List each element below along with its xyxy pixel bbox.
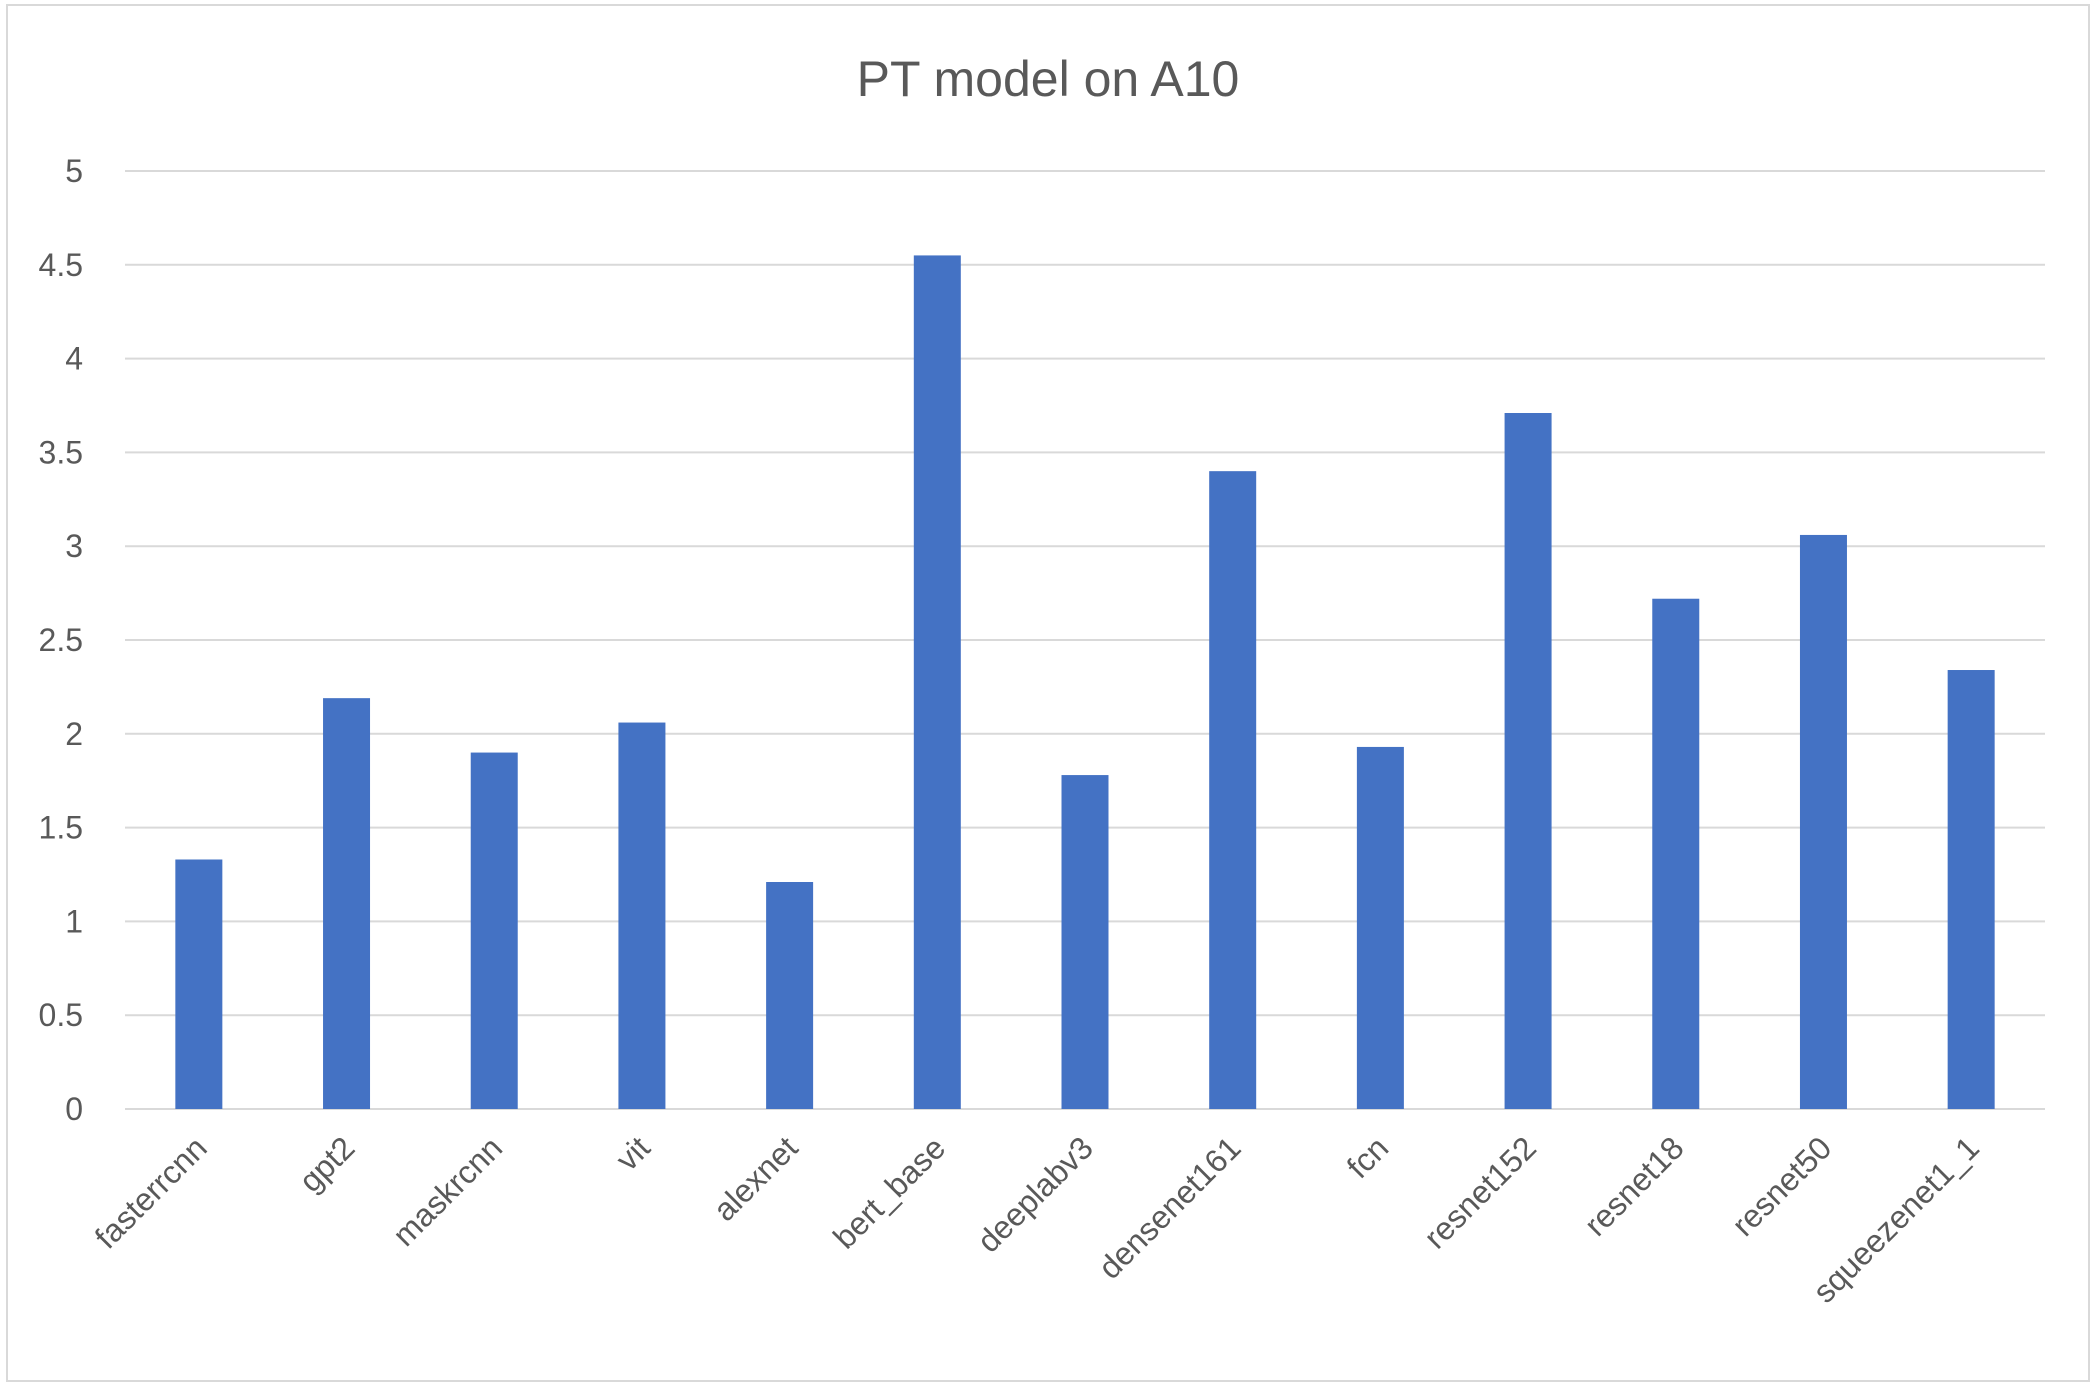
bar-fasterrcnn: [175, 859, 223, 1109]
x-tick-label: maskrcnn: [386, 1129, 510, 1253]
bar-alexnet: [766, 882, 814, 1109]
bars: [175, 255, 1995, 1110]
y-tick-label: 5: [65, 153, 83, 189]
x-tick-label: resnet50: [1725, 1129, 1839, 1243]
bar-resnet18: [1652, 598, 1700, 1109]
y-tick-label: 4.5: [39, 247, 83, 283]
y-tick-label: 2.5: [39, 622, 83, 658]
chart-frame: [6, 4, 2090, 1382]
gridlines: [125, 170, 2045, 1110]
y-tick-label: 1.5: [39, 810, 83, 846]
x-tick-label: alexnet: [706, 1129, 804, 1227]
chart-title: PT model on A10: [857, 51, 1240, 107]
bar-fcn: [1356, 746, 1404, 1109]
y-tick-label: 0: [65, 1091, 83, 1127]
bar-maskrcnn: [470, 752, 518, 1109]
x-tick-label: bert_base: [826, 1129, 952, 1255]
x-tick-label: resnet152: [1417, 1129, 1543, 1255]
bar-resnet50: [1799, 534, 1847, 1109]
y-tick-label: 3: [65, 528, 83, 564]
y-axis-ticks: 0 0.5 1 1.5 2 2.5 3 3.5 4 4.5 5: [39, 153, 83, 1127]
bar-vit: [618, 722, 666, 1109]
y-tick-label: 0.5: [39, 997, 83, 1033]
x-tick-label: densenet161: [1091, 1129, 1247, 1285]
bar-deeplabv3: [1061, 775, 1109, 1109]
y-tick-label: 2: [65, 716, 83, 752]
x-tick-label: fcn: [1340, 1129, 1396, 1185]
y-tick-label: 4: [65, 341, 83, 377]
bar-gpt2: [323, 698, 371, 1109]
x-tick-label: deeplabv3: [970, 1129, 1100, 1259]
x-tick-label: gpt2: [292, 1129, 361, 1198]
bar-densenet161: [1209, 471, 1257, 1109]
x-axis-ticks: fasterrcnn gpt2 maskrcnn vit alexnet bert_bas…: [88, 1129, 1986, 1309]
x-tick-label: vit: [609, 1129, 657, 1177]
bar-resnet152: [1504, 413, 1552, 1109]
bar-bert_base: [913, 255, 961, 1110]
bar-squeezenet1_1: [1947, 670, 1995, 1109]
x-tick-label: resnet18: [1577, 1129, 1691, 1243]
y-tick-label: 1: [65, 903, 83, 939]
y-tick-label: 3.5: [39, 434, 83, 470]
x-tick-label: fasterrcnn: [88, 1129, 214, 1255]
